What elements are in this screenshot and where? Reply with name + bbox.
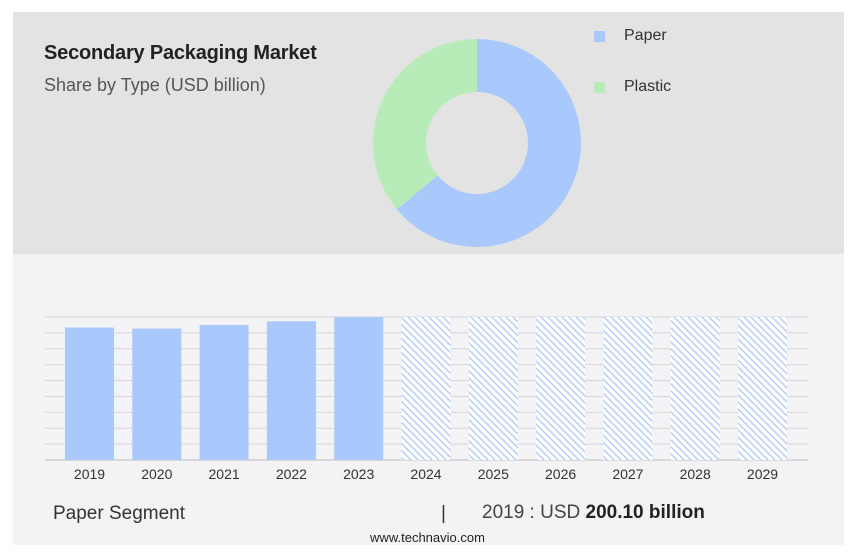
x-tick-label: 2020 <box>141 466 172 482</box>
forecast-bar-2025 <box>468 317 518 460</box>
x-tick-label: 2019 <box>74 466 105 482</box>
x-tick-label: 2024 <box>410 466 441 482</box>
legend-item-plastic: Plastic <box>594 78 671 96</box>
x-tick-label: 2023 <box>343 466 374 482</box>
forecast-bar-2024 <box>401 317 451 460</box>
x-tick-label: 2027 <box>612 466 643 482</box>
forecast-bar-2029 <box>738 317 787 460</box>
x-tick-label: 2028 <box>680 466 711 482</box>
forecast-bar-2028 <box>670 317 720 460</box>
chart-title: Secondary Packaging Market <box>44 42 317 64</box>
forecast-bar-2027 <box>603 317 653 460</box>
x-tick-label: 2021 <box>209 466 240 482</box>
legend-item-paper: Paper <box>594 27 667 45</box>
bar-2019 <box>65 327 114 460</box>
x-tick-label: 2026 <box>545 466 576 482</box>
legend-swatch-plastic <box>594 81 605 93</box>
x-tick-label: 2029 <box>747 466 778 482</box>
chart-subtitle: Share by Type (USD billion) <box>44 75 266 95</box>
stat-value: 200.10 billion <box>585 502 705 523</box>
x-tick-label: 2022 <box>276 466 307 482</box>
donut-slice-paper <box>396 39 581 247</box>
x-tick-label: 2025 <box>478 466 509 482</box>
donut-chart <box>372 39 581 247</box>
forecast-bar-2026 <box>536 317 586 460</box>
legend-label-paper: Paper <box>624 27 667 44</box>
bar-2020 <box>132 328 182 460</box>
bar-2023 <box>334 317 384 460</box>
bar-2022 <box>266 321 316 460</box>
footer-divider: | <box>441 503 446 524</box>
segment-stat: 2019 : USD 200.10 billion <box>482 502 705 524</box>
bar-2021 <box>199 324 249 460</box>
segment-label: Paper Segment <box>53 503 186 524</box>
source-link[interactable]: www.technavio.com <box>370 530 485 545</box>
legend-swatch-paper <box>594 30 605 42</box>
legend-label-plastic: Plastic <box>624 78 672 95</box>
donut-slice-plastic <box>372 39 477 210</box>
stat-prefix: 2019 : USD <box>482 502 581 523</box>
